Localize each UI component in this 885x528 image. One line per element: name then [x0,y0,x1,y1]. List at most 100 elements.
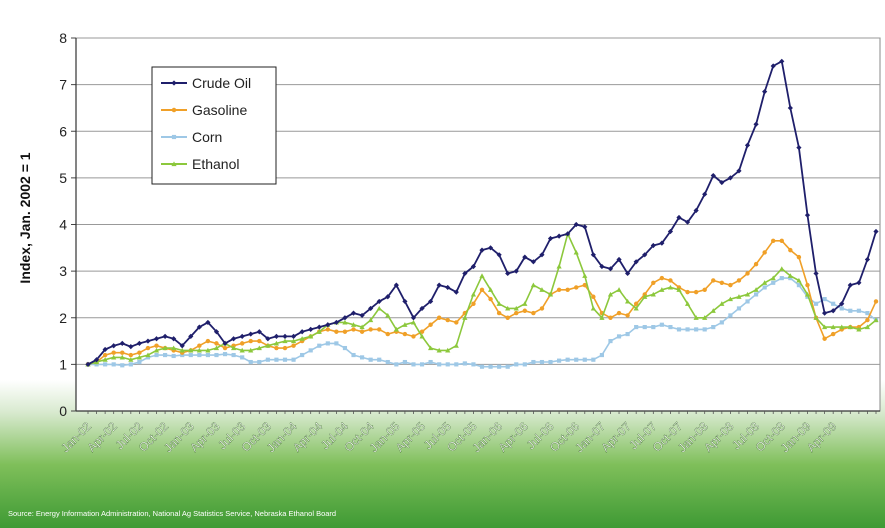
data-point-ethanol [487,287,494,292]
data-point-corn [651,324,656,330]
data-point-crude-oil [85,361,91,367]
data-point-ethanol [864,324,871,330]
x-tick-label: Apr-07 [598,419,634,455]
data-point-gasoline [565,287,570,292]
data-point-gasoline [736,278,742,283]
data-point-ethanol [308,333,314,339]
data-point-crude-oil [727,175,733,181]
data-point-crude-oil [779,58,785,64]
data-point-ethanol [804,291,811,297]
data-point-corn [300,352,305,358]
data-point-corn [428,359,433,365]
data-point-crude-oil [625,270,631,277]
data-point-crude-oil [839,301,845,307]
data-point-corn [779,276,784,281]
data-point-crude-oil [804,212,811,218]
data-point-corn [205,352,210,358]
data-point-crude-oil [196,324,202,330]
data-point-corn [94,362,99,367]
data-point-crude-oil [248,331,254,337]
data-point-gasoline [282,345,288,351]
data-point-ethanol [248,347,254,353]
data-point-corn [659,322,664,327]
series-crude-oil [85,58,879,367]
data-point-corn [445,362,450,367]
data-point-corn [676,327,682,332]
data-point-crude-oil [744,142,751,148]
data-point-gasoline [248,338,253,344]
source-note: Source: Energy Information Administratio… [8,509,337,518]
data-point-gasoline [145,345,151,351]
series-corn [85,276,879,369]
data-point-gasoline [454,320,459,325]
data-point-corn [479,364,485,369]
data-point-corn [497,364,502,369]
legend-label: Ethanol [192,156,239,172]
data-point-crude-oil [753,121,759,127]
data-point-corn [308,348,313,353]
data-point-crude-oil [316,324,322,330]
data-point-corn [591,357,596,362]
data-point-corn [385,359,390,365]
data-point-crude-oil [710,172,716,179]
data-point-corn [548,359,553,365]
data-point-crude-oil [290,333,297,339]
data-point-crude-oil [231,336,237,342]
series [85,58,879,369]
y-tick-label: 4 [59,217,67,233]
data-point-gasoline [616,310,622,316]
data-point-crude-oil [830,308,836,314]
data-point-corn [325,341,330,346]
data-point-ethanol [479,273,485,278]
y-tick-label: 1 [59,356,67,372]
data-point-corn [711,324,716,330]
data-point-crude-oil [162,333,168,339]
data-point-gasoline [342,329,348,334]
data-point-gasoline [728,282,733,288]
data-point-crude-oil [505,270,511,277]
data-point-ethanol [496,301,502,306]
data-point-corn [539,359,545,365]
data-point-crude-oil [333,319,339,326]
data-point-crude-oil [273,333,280,339]
data-point-ethanol [299,336,305,341]
data-point-corn [240,355,245,360]
data-point-gasoline [222,345,228,351]
data-point-gasoline [788,247,793,253]
data-point-ethanol [290,338,297,344]
data-point-gasoline [591,294,596,299]
data-point-ethanol [822,324,828,330]
data-point-gasoline [257,338,262,344]
data-point-crude-oil [462,270,468,277]
data-point-ethanol [145,352,151,358]
data-point-crude-oil [822,310,828,316]
data-point-crude-oil [856,280,862,286]
data-point-crude-oil [282,333,288,339]
data-point-gasoline [351,327,356,332]
data-point-ethanol [779,266,785,271]
data-point-ethanol [625,298,631,304]
data-point-corn [839,306,844,311]
data-point-corn [231,352,236,358]
data-point-corn [608,338,613,344]
y-tick-label: 0 [59,403,67,419]
data-point-ethanol [410,319,417,325]
data-point-ethanol [231,345,237,351]
data-point-corn [368,357,373,362]
x-tick-label: Apr-09 [804,419,840,455]
data-point-crude-oil [222,340,228,346]
data-point-gasoline [488,296,493,302]
y-tick-label: 5 [59,170,67,186]
data-point-corn [625,331,630,337]
data-point-ethanol [599,315,605,320]
data-point-ethanol [856,326,862,332]
data-point-corn [394,362,399,367]
data-point-corn [137,359,142,365]
data-point-crude-oil [650,242,656,249]
data-point-gasoline [274,345,279,351]
data-point-gasoline [651,280,656,285]
data-point-crude-oil [179,343,185,349]
y-tick-label: 2 [59,310,67,326]
data-point-crude-oil [813,270,819,277]
data-point-ethanol [342,319,348,325]
